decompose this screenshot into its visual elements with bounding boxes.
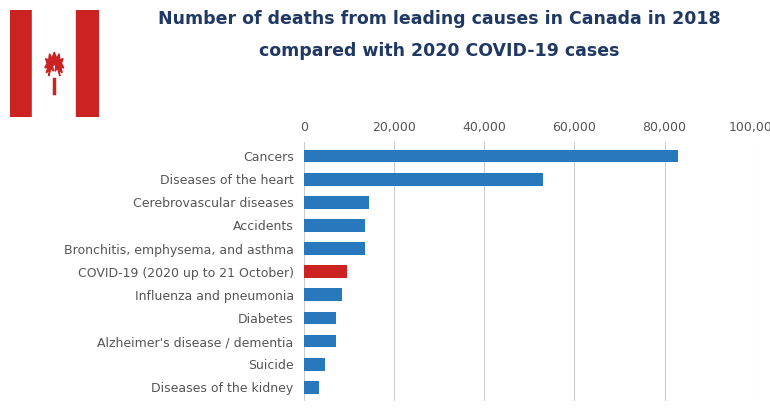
Bar [304,335,336,347]
Text: Number of deaths from leading causes in Canada in 2018: Number of deaths from leading causes in … [158,10,720,28]
Polygon shape [45,52,64,76]
Bar [10,10,32,117]
Bar [76,10,99,117]
Bar [304,173,543,186]
Bar [304,311,336,324]
Bar [304,381,319,394]
Bar [304,265,347,278]
Bar [304,196,370,209]
Bar [304,150,678,162]
Text: compared with 2020 COVID-19 cases: compared with 2020 COVID-19 cases [259,42,619,60]
Bar [304,219,365,232]
Bar [304,288,343,301]
Bar [32,10,76,117]
Bar [304,242,365,255]
Bar [304,358,325,371]
